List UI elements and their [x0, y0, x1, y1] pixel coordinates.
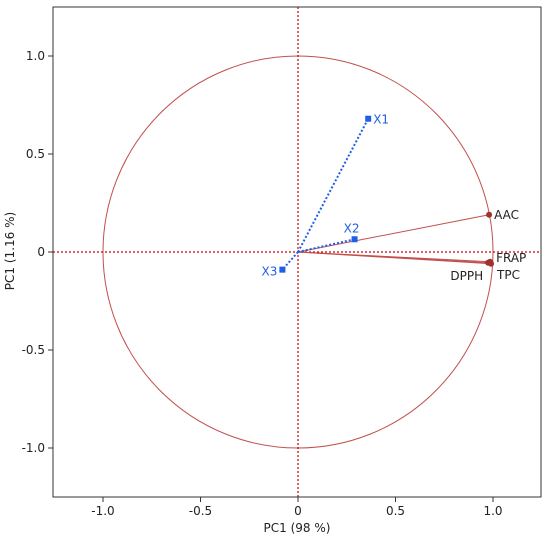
- variable-label-dpph: DPPH: [450, 269, 483, 283]
- variable-point-dpph: [485, 259, 492, 266]
- y-tick-label: 0.5: [26, 147, 45, 161]
- observation-vector-x2: [297, 238, 355, 253]
- observation-point-x3: [279, 266, 286, 273]
- observation-point-x2: [351, 236, 358, 243]
- x-tick-label: 0.5: [386, 504, 405, 518]
- observation-label-x2: X2: [344, 221, 360, 235]
- observation-vector-x1: [297, 118, 370, 253]
- variable-label-tpc: TPC: [496, 268, 520, 282]
- variable-point-aac: [486, 211, 493, 218]
- variable-label-frap: FRAP: [496, 251, 526, 265]
- x-tick-label: -1.0: [91, 504, 114, 518]
- observation-point-x1: [365, 115, 372, 122]
- y-tick-label: -0.5: [22, 343, 45, 357]
- variable-vector-dpph: [297, 251, 489, 264]
- y-tick-label: 1.0: [26, 49, 45, 63]
- x-tick-label: -0.5: [189, 504, 212, 518]
- y-axis-label: PC1 (1.16 %): [3, 212, 17, 290]
- y-tick-label: 0: [37, 245, 45, 259]
- variable-label-aac: AAC: [494, 208, 519, 222]
- observation-label-x3: X3: [262, 265, 278, 279]
- observation-label-x1: X1: [373, 113, 389, 127]
- x-axis-label: PC1 (98 %): [264, 521, 331, 535]
- x-tick-label: 1.0: [483, 504, 502, 518]
- y-tick-label: -1.0: [22, 441, 45, 455]
- x-tick-label: 0: [294, 504, 302, 518]
